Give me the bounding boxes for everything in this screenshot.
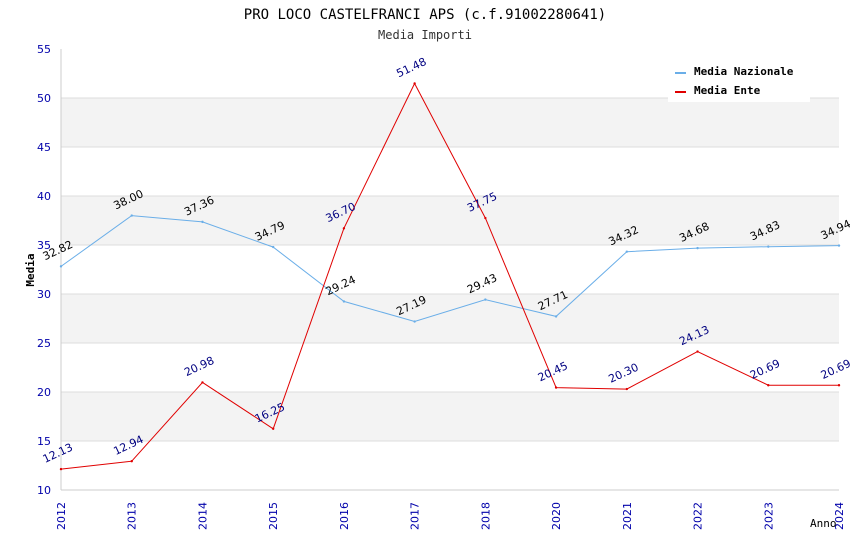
y-tick-label: 30 xyxy=(37,288,51,301)
data-point xyxy=(554,386,558,389)
data-point xyxy=(271,427,275,430)
data-point xyxy=(201,381,204,384)
data-point xyxy=(201,220,204,224)
data-label: 20.69 xyxy=(748,357,782,382)
y-tick-label: 40 xyxy=(37,190,51,203)
data-point xyxy=(59,265,63,268)
y-tick-label: 25 xyxy=(37,337,51,350)
data-point xyxy=(767,384,770,387)
data-point xyxy=(413,320,416,323)
data-point xyxy=(625,387,629,391)
data-point xyxy=(130,459,133,463)
x-tick-label: 2024 xyxy=(833,502,846,530)
x-tick-label: 2015 xyxy=(267,502,280,530)
data-point xyxy=(59,467,63,471)
x-tick-label: 2021 xyxy=(621,502,634,530)
series-line-media-nazionale xyxy=(60,215,840,323)
legend: Media Nazionale Media Ente xyxy=(668,58,810,102)
x-tick-label: 2020 xyxy=(550,502,563,530)
x-tick-label: 2018 xyxy=(479,502,492,530)
data-label: 20.30 xyxy=(607,361,641,386)
x-tick-label: 2016 xyxy=(338,502,351,530)
series-line-media-ente xyxy=(60,82,839,470)
x-tick-label: 2017 xyxy=(409,502,422,530)
y-axis-title: Media xyxy=(24,253,37,286)
data-point xyxy=(554,315,558,318)
data-label: 20.98 xyxy=(182,354,216,379)
y-tick-label: 35 xyxy=(37,239,51,252)
data-label: 51.48 xyxy=(394,55,428,80)
data-point xyxy=(130,214,133,217)
grid-lines xyxy=(61,97,839,442)
data-point xyxy=(484,298,487,301)
grid-band xyxy=(61,98,839,147)
x-tick-label: 2022 xyxy=(692,502,705,530)
x-tick-label: 2012 xyxy=(55,502,68,530)
data-point xyxy=(271,245,275,249)
data-point xyxy=(696,350,699,353)
grid-bands xyxy=(61,98,839,441)
x-axis-title: Anno xyxy=(810,517,837,530)
y-tick-label: 20 xyxy=(37,386,51,399)
x-tick-label: 2013 xyxy=(126,502,139,530)
legend-box xyxy=(668,58,810,102)
x-tick-label: 2014 xyxy=(196,502,209,530)
legend-label-media-nazionale: Media Nazionale xyxy=(694,65,794,78)
legend-label-media-ente: Media Ente xyxy=(694,84,761,97)
x-tick-label: 2023 xyxy=(762,502,775,530)
grid-band xyxy=(61,196,839,245)
data-point xyxy=(625,250,629,253)
grid-band xyxy=(61,392,839,441)
data-point xyxy=(767,245,770,248)
y-tick-label: 50 xyxy=(37,92,51,105)
data-point xyxy=(484,216,487,220)
data-label: 29.43 xyxy=(465,271,499,296)
y-tick-label: 15 xyxy=(37,435,51,448)
chart-title: PRO LOCO CASTELFRANCI APS (c.f.910022806… xyxy=(244,7,606,23)
data-point xyxy=(413,82,416,85)
y-tick-labels: 10 15 20 25 30 35 40 45 50 55 xyxy=(37,43,51,497)
y-tick-label: 45 xyxy=(37,141,51,154)
x-tick-labels: 2012 2013 2014 2015 2016 2017 2018 2020 2021 2022… xyxy=(55,502,846,530)
y-tick-label: 10 xyxy=(37,484,51,497)
data-point xyxy=(342,227,346,230)
data-point xyxy=(837,244,841,247)
data-point xyxy=(342,300,346,303)
grid-band xyxy=(61,294,839,343)
data-point xyxy=(696,246,699,250)
data-point xyxy=(837,384,841,387)
y-tick-label: 55 xyxy=(37,43,51,56)
series-lines xyxy=(59,82,841,471)
data-label: 20.69 xyxy=(819,357,850,382)
chart-subtitle: Media Importi xyxy=(378,28,472,42)
